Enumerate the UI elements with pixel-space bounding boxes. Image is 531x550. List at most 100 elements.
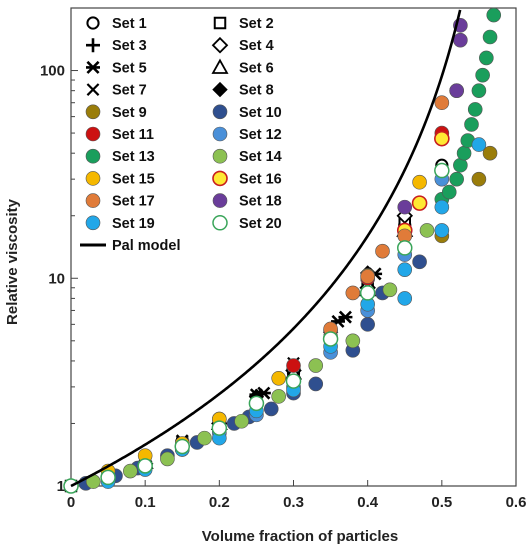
data-point	[434, 199, 450, 215]
x-axis: 0 0.1 0.2 0.3 0.4 0.5 0.6	[67, 480, 527, 511]
legend-label: Set 15	[112, 171, 155, 187]
data-point	[211, 420, 228, 436]
data-point	[322, 331, 339, 347]
x-tick-label: 0.5	[431, 494, 452, 511]
data-points	[63, 7, 502, 494]
legend-label: Set 6	[239, 60, 274, 76]
legend-label: Set 5	[112, 60, 147, 76]
data-point	[486, 7, 502, 23]
data-point	[234, 413, 249, 429]
data-point	[467, 102, 483, 117]
data-point	[248, 395, 265, 412]
data-point	[137, 458, 153, 474]
data-point	[360, 269, 375, 284]
data-point	[482, 29, 498, 45]
legend-label: Set 19	[112, 216, 155, 232]
legend-item: Pal model	[80, 238, 181, 254]
x-tick-label: 0.6	[506, 494, 527, 511]
data-point	[441, 184, 457, 200]
legend-item: Set 15	[85, 171, 155, 187]
legend-item: Set 4	[211, 36, 274, 54]
legend-marker	[211, 36, 229, 54]
legend-marker	[212, 126, 228, 142]
legend-label: Set 18	[239, 194, 282, 210]
legend-marker	[212, 170, 228, 187]
legend-label: Set 8	[239, 83, 274, 99]
legend-item: Set 1	[86, 16, 147, 32]
legend-item: Set 19	[85, 215, 155, 232]
x-tick-label: 0.3	[283, 494, 304, 511]
data-point	[345, 333, 361, 349]
legend-item: Set 11	[85, 126, 154, 143]
data-point	[419, 223, 435, 238]
data-point	[449, 171, 464, 187]
data-point	[382, 282, 398, 298]
legend-marker	[85, 104, 101, 120]
legend-marker	[85, 215, 101, 231]
data-point	[263, 401, 279, 417]
data-point	[412, 254, 427, 270]
data-point	[285, 373, 302, 389]
legend-item: Set 3	[86, 38, 147, 54]
data-point	[434, 223, 450, 238]
data-point	[471, 83, 487, 98]
legend-label: Set 3	[112, 38, 147, 54]
legend-item: Set 8	[212, 81, 274, 99]
data-point	[456, 145, 472, 161]
legend-marker	[211, 58, 229, 74]
legend-item: Set 9	[85, 104, 147, 121]
legend-marker	[85, 126, 101, 142]
data-point	[271, 370, 286, 386]
legend-marker	[86, 60, 100, 74]
data-point	[160, 451, 175, 467]
y-axis: 1 10 100	[40, 7, 78, 495]
data-point	[464, 117, 479, 132]
series-set-20	[63, 162, 450, 494]
series-set-10	[78, 83, 464, 491]
legend-marker	[212, 193, 228, 208]
legend-marker	[85, 171, 101, 186]
legend-label: Set 10	[239, 105, 282, 121]
data-point	[338, 310, 353, 324]
legend-label: Set 9	[112, 105, 147, 121]
data-point	[434, 130, 450, 147]
data-point	[360, 317, 375, 332]
x-tick-label: 0	[67, 494, 75, 511]
data-point	[434, 95, 450, 111]
data-point	[434, 162, 450, 179]
y-axis-title: Relative viscosity	[4, 198, 21, 325]
series-set-17	[323, 95, 450, 337]
legend-item: Set 13	[85, 148, 155, 165]
legend-marker	[212, 148, 228, 164]
pal-model-curve	[70, 9, 462, 488]
data-point	[397, 199, 413, 215]
legend-marker	[86, 83, 100, 96]
legend-label: Set 2	[239, 16, 274, 32]
legend-marker	[212, 81, 228, 98]
data-point	[123, 463, 138, 479]
data-point	[308, 376, 324, 392]
data-point	[479, 50, 494, 66]
legend-marker	[213, 16, 227, 30]
y-tick-label: 1	[57, 478, 65, 495]
y-tick-label: 100	[40, 63, 65, 80]
data-point	[345, 285, 361, 301]
legend-label: Set 13	[112, 149, 155, 165]
legend-item: Set 2	[213, 16, 274, 32]
legend-label: Set 20	[239, 216, 282, 232]
x-tick-label: 0.1	[135, 494, 156, 511]
y-tick-label: 10	[48, 270, 65, 287]
legend-label: Set 1	[112, 16, 147, 32]
data-point	[286, 358, 301, 373]
legend-label: Set 4	[239, 38, 274, 54]
legend-label: Set 11	[112, 127, 154, 143]
legend-label: Pal model	[112, 238, 181, 254]
legend-item: Set 12	[212, 126, 282, 143]
data-point	[100, 469, 116, 486]
legend-marker	[86, 16, 100, 30]
data-point	[197, 430, 212, 446]
legend-item: Set 14	[212, 148, 282, 165]
data-point	[412, 174, 427, 190]
data-point	[308, 358, 324, 373]
